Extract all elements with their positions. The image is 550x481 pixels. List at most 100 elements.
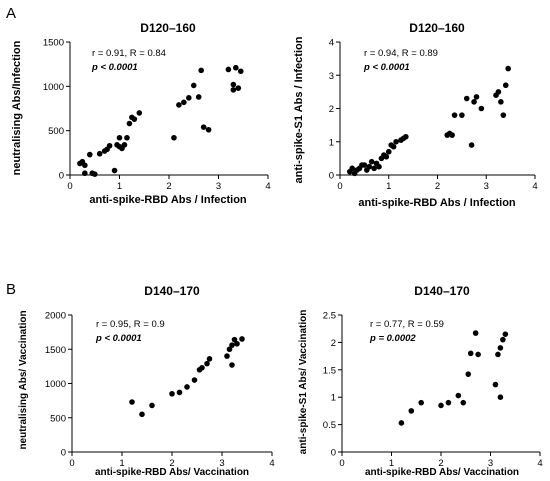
data-point	[368, 158, 375, 165]
x-axis-label: anti-spike-RBD Abs / Infection	[89, 194, 247, 206]
stat-p-value: p < 0.0001	[363, 62, 410, 73]
data-point	[237, 68, 244, 75]
data-point	[171, 134, 177, 141]
y-tick-label: 1500	[43, 38, 64, 49]
data-point	[498, 99, 504, 105]
data-point	[500, 112, 507, 118]
y-tick-label: 0	[61, 448, 66, 459]
y-tick-label: 0.5	[323, 420, 336, 431]
data-point	[198, 67, 204, 74]
data-point	[451, 112, 458, 118]
data-point	[403, 133, 409, 140]
x-tick-label: 3	[484, 181, 489, 192]
data-point	[205, 126, 212, 133]
stat-correlation: r = 0.94, R = 0.89	[364, 48, 438, 59]
data-point	[376, 163, 382, 170]
y-tick-label: 0	[331, 448, 336, 459]
y-tick-label: 1500	[45, 345, 66, 356]
data-point	[229, 342, 235, 348]
data-point	[169, 390, 175, 397]
y-tick-label: 1	[331, 393, 336, 404]
x-axis-label: anti-spike-RBD Abs / Infection	[358, 197, 516, 209]
x-axis-label: anti-spike-RBD Abs/ Vaccination	[365, 467, 519, 478]
y-tick-label: 0	[329, 171, 334, 182]
data-point	[139, 411, 145, 418]
data-point	[186, 95, 192, 101]
data-point	[349, 165, 355, 172]
panel-letter-a: A	[6, 5, 16, 22]
data-point	[497, 345, 504, 351]
x-tick-label: 0	[337, 181, 342, 192]
stat-correlation: r = 0.91, R = 0.84	[92, 48, 166, 59]
data-point	[200, 124, 207, 130]
data-point	[500, 336, 506, 343]
data-point	[191, 377, 198, 383]
x-axis-label: anti-spike-RBD Abs/ Vaccination	[95, 467, 249, 478]
stat-correlation: r = 0.77, R = 0.59	[370, 319, 444, 330]
data-point	[231, 336, 238, 343]
data-point	[82, 162, 88, 169]
data-point	[121, 142, 128, 148]
data-point	[136, 110, 143, 116]
stat-p-value: p < 0.0001	[91, 62, 138, 73]
data-point	[229, 362, 235, 368]
y-tick-label: 2	[331, 338, 336, 349]
x-tick-label: 2	[169, 458, 174, 469]
stat-p-value: p < 0.0001	[95, 333, 142, 344]
scatter-plot-3: 0 1 2 3 4 0 500 1000 1500 2000	[45, 311, 275, 470]
data-point	[472, 330, 479, 336]
data-point	[239, 336, 245, 342]
x-tick-label: 1	[389, 458, 394, 469]
x-tick-label: 3	[219, 458, 224, 469]
x-tick-label: 2	[435, 181, 440, 192]
data-point	[492, 381, 499, 388]
stat-p-value: p = 0.0002	[369, 333, 416, 344]
data-point	[224, 353, 230, 359]
data-point	[502, 82, 509, 89]
data-point	[131, 116, 138, 122]
data-point	[149, 402, 155, 409]
data-point	[124, 134, 130, 141]
data-point	[408, 408, 415, 414]
data-point	[468, 142, 475, 148]
y-tick-label: 4	[329, 38, 334, 49]
data-point	[471, 99, 477, 105]
y-axis-label: anti-spike-S1 Abs/ Vaccination	[298, 310, 309, 455]
x-tick-label: 3	[216, 181, 221, 192]
data-point	[398, 420, 405, 426]
x-tick-label: 1	[386, 181, 391, 192]
data-point	[230, 81, 237, 88]
x-tick-label: 3	[488, 458, 493, 469]
data-point	[106, 142, 113, 149]
data-point	[199, 364, 205, 371]
data-point	[195, 94, 202, 100]
y-tick-label: 2.5	[323, 311, 336, 322]
data-point	[129, 399, 135, 405]
data-point	[495, 351, 501, 358]
y-tick-label: 500	[50, 413, 66, 424]
data-point	[206, 356, 213, 362]
y-tick-label: 1000	[43, 82, 64, 93]
y-tick-label: 1000	[45, 379, 66, 390]
y-tick-label: 0	[59, 171, 64, 182]
data-point	[463, 95, 470, 102]
chart-title: D120–160	[140, 21, 196, 35]
data-point	[235, 85, 242, 91]
data-point	[475, 351, 481, 358]
panel-letter-b: B	[6, 281, 16, 298]
y-axis-label: neutralising Abs/ Vaccination	[18, 310, 29, 449]
data-point	[96, 150, 103, 157]
data-point	[234, 340, 240, 347]
data-point	[393, 138, 399, 145]
x-tick-label: 0	[69, 458, 74, 469]
y-tick-label: 3	[329, 71, 334, 82]
data-point	[233, 64, 239, 71]
data-point	[478, 105, 485, 112]
chart-b-s1: D140–170 r = 0.77, R = 0.59 p = 0.0002 a…	[298, 284, 519, 478]
chart-title: D140–170	[414, 284, 470, 298]
data-point	[126, 120, 133, 127]
scatter-plot-2: 0 1 2 3 4 0 1 2 3 4	[329, 38, 538, 193]
x-tick-label: 4	[537, 458, 542, 469]
